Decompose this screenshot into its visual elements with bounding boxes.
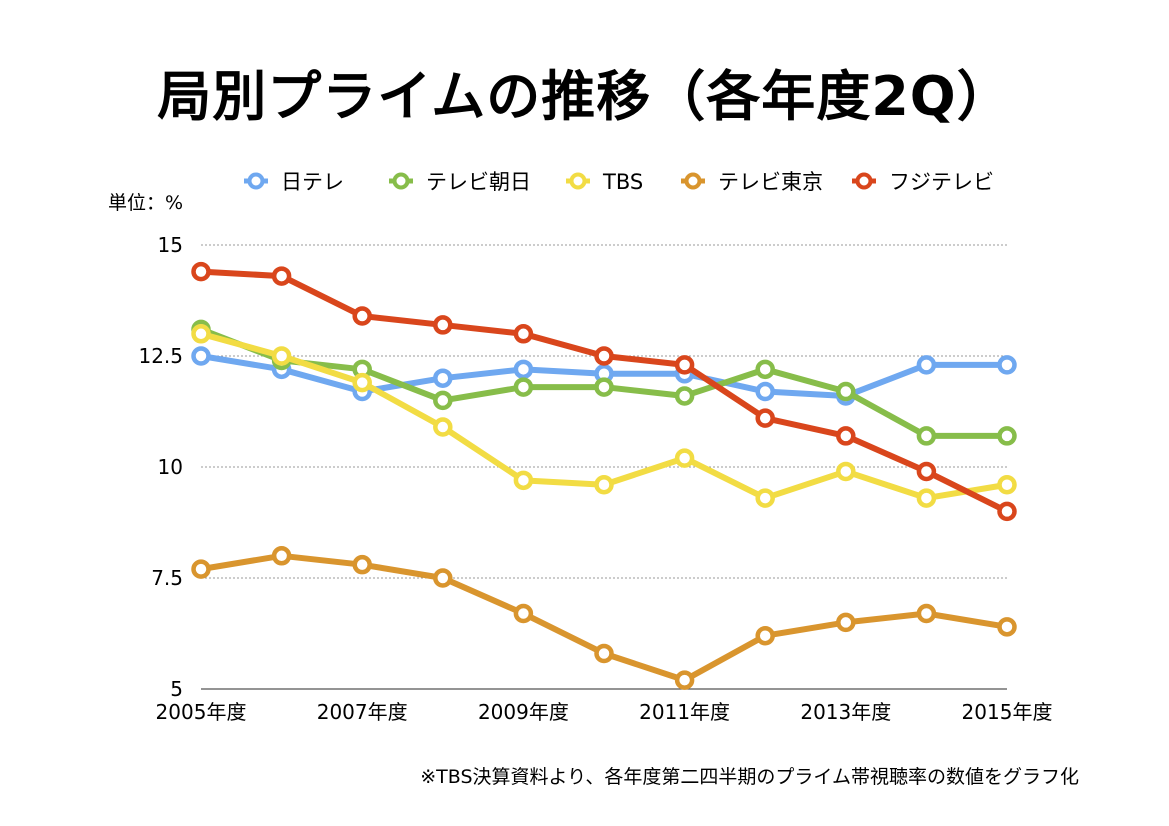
legend-marker [247,172,265,190]
data-point [997,501,1017,522]
legend-item: フジテレビ [852,170,994,194]
data-point [755,488,775,508]
legend-label: TBS [602,170,643,194]
legend-item: 日テレ [244,170,344,194]
legend-item: TBS [566,170,643,194]
x-tick-label: 2011年度 [639,700,730,724]
data-point [836,381,856,402]
legend-marker [684,172,702,190]
data-point [513,603,534,624]
data-point [352,306,372,326]
data-point [271,266,292,286]
legend-item: テレビ朝日 [389,170,531,194]
x-tick-label: 2007年度 [317,700,408,724]
legend-label: フジテレビ [889,170,994,194]
data-point [916,355,937,375]
data-point [191,324,211,344]
data-point [352,372,372,393]
data-point [997,355,1017,375]
legend-label: 日テレ [281,170,344,194]
y-axis-unit-label: 単位：% [108,192,184,214]
y-tick-label: 12.5 [138,344,183,368]
legend-item: テレビ東京 [681,170,823,194]
footnote: ※TBS決算資料より、各年度第二四半期のプライム帯視聴率の数値をグラフ化 [420,766,1079,788]
data-point [916,461,937,482]
data-point [916,488,937,508]
data-point [997,426,1017,446]
data-point [271,346,292,366]
data-point [755,625,775,646]
data-point [433,315,453,335]
data-point [191,559,211,579]
data-point [755,408,775,428]
data-point [352,554,372,575]
data-point [271,546,292,566]
data-point [433,368,453,388]
legend-marker [855,172,873,190]
data-point [433,390,453,411]
data-point [916,603,937,624]
data-point [594,346,614,366]
data-point [674,386,695,406]
data-point [997,475,1017,495]
data-point [674,355,695,375]
data-point [836,426,856,446]
chart-title: 局別プライムの推移（各年度2Q） [157,65,1012,128]
data-point [594,475,614,495]
y-tick-label: 7.5 [151,566,183,590]
data-point [916,426,937,446]
y-tick-label: 5 [170,677,183,701]
data-point [191,346,211,366]
x-tick-label: 2015年度 [962,700,1053,724]
data-point [755,381,775,402]
y-tick-label: 10 [158,455,183,479]
series-3 [191,324,1017,508]
data-point [755,359,775,380]
data-point [836,461,856,482]
data-point [433,568,453,588]
series-4 [191,546,1017,690]
data-point [513,470,534,491]
data-point [513,359,534,380]
x-tick-label: 2013年度 [800,700,891,724]
data-point [594,377,614,397]
data-point [513,377,534,397]
y-tick-label: 15 [158,233,183,257]
legend-label: テレビ朝日 [426,170,531,194]
series-5 [191,261,1017,522]
data-point [674,670,695,690]
legend-marker [392,172,410,190]
x-tick-label: 2009年度 [478,700,569,724]
data-point [594,643,614,664]
data-point [191,261,211,282]
data-point [997,617,1017,637]
legend-marker [569,172,587,190]
legend-label: テレビ東京 [718,170,823,194]
series-2 [191,319,1017,446]
data-point [433,417,453,437]
data-point [836,612,856,633]
data-point [513,324,534,344]
data-point [674,448,695,468]
x-tick-label: 2005年度 [156,700,247,724]
